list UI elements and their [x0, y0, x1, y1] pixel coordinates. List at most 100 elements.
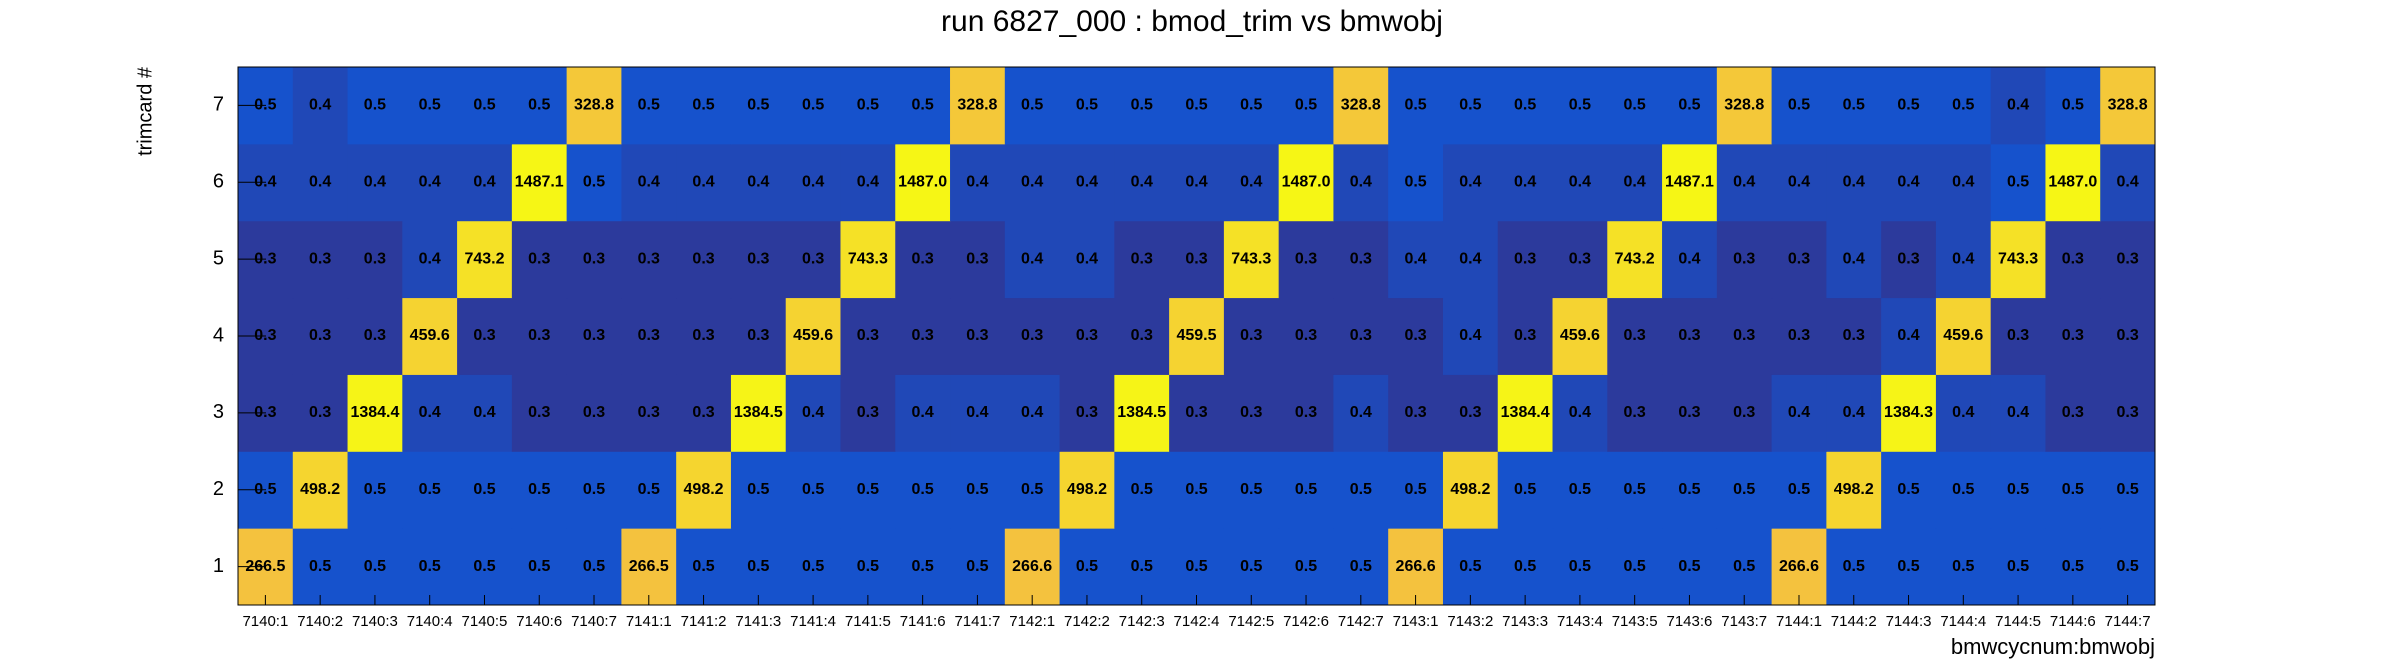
heatmap-cell	[1716, 374, 1773, 452]
cell-label: 0.4	[1952, 404, 1974, 421]
heatmap-cell	[1881, 297, 1937, 375]
heatmap-cell	[1935, 220, 1992, 299]
heatmap-cell	[1716, 220, 1773, 299]
cell-label: 0.3	[747, 250, 769, 267]
cell-label: 0.3	[1897, 250, 1919, 267]
cell-label: 0.5	[1185, 558, 1207, 575]
heatmap-cell	[730, 374, 787, 452]
cell-label: 0.4	[1897, 327, 1919, 344]
cell-label: 0.3	[309, 404, 331, 421]
heatmap-cell	[1771, 67, 1827, 145]
cell-label: 0.5	[1131, 481, 1153, 498]
cell-label: 1487.0	[1282, 174, 1331, 191]
cell-label: 0.5	[473, 558, 495, 575]
cell-label: 0.3	[857, 327, 879, 344]
cell-label: 0.4	[802, 404, 824, 421]
cell-label: 0.4	[1185, 174, 1207, 191]
cell-label: 0.5	[1514, 558, 1536, 575]
cell-label: 328.8	[574, 97, 614, 114]
cell-label: 0.3	[528, 327, 550, 344]
x-tick-label: 7140:7	[571, 613, 617, 630]
heatmap-cell	[1114, 220, 1170, 299]
cell-label: 0.5	[1240, 558, 1262, 575]
heatmap-cell	[292, 451, 349, 529]
heatmap-cell	[402, 528, 458, 606]
cell-label: 0.3	[583, 404, 605, 421]
heatmap-cell	[2100, 67, 2156, 145]
cell-label: 0.5	[1185, 97, 1207, 114]
cell-label: 0.3	[1021, 327, 1043, 344]
heatmap-cell	[347, 220, 403, 299]
x-tick-label: 7144:3	[1886, 613, 1932, 630]
heatmap-cell	[950, 220, 1006, 299]
heatmap-cell	[895, 143, 951, 222]
heatmap-cell	[1826, 297, 1882, 375]
heatmap-cell	[347, 143, 403, 222]
heatmap-cell	[1607, 297, 1663, 375]
heatmap-cell	[621, 67, 677, 145]
heatmap-cell	[1004, 143, 1061, 222]
heatmap-cell	[1114, 528, 1170, 606]
heatmap-cell	[2100, 297, 2156, 375]
heatmap-cell	[457, 220, 513, 299]
heatmap-cell	[1059, 67, 1115, 145]
cell-label: 0.3	[912, 327, 934, 344]
cell-label: 498.2	[1834, 481, 1874, 498]
cell-label: 0.3	[802, 250, 824, 267]
cell-label: 0.5	[966, 481, 988, 498]
cell-label: 0.5	[1897, 481, 1919, 498]
heatmap-cell	[1442, 528, 1499, 606]
heatmap-cell	[2100, 451, 2156, 529]
heatmap-cell	[840, 374, 896, 452]
cell-label: 0.5	[747, 481, 769, 498]
cell-label: 0.5	[638, 97, 660, 114]
cell-label: 498.2	[1067, 481, 1107, 498]
heatmap-cell	[676, 374, 732, 452]
heatmap-cell	[1990, 451, 2046, 529]
cell-label: 0.3	[747, 327, 769, 344]
x-tick-label: 7144:2	[1831, 613, 1877, 630]
x-tick-label: 7141:2	[681, 613, 727, 630]
x-tick-label: 7142:6	[1283, 613, 1329, 630]
heatmap-cell	[457, 143, 513, 222]
heatmap-cell	[1169, 143, 1225, 222]
heatmap-cell	[1662, 143, 1718, 222]
cell-label: 0.5	[1569, 481, 1591, 498]
cell-label: 0.3	[2116, 404, 2138, 421]
heatmap-cell	[457, 297, 513, 375]
x-tick-label: 7143:2	[1447, 613, 1493, 630]
x-tick-label: 7142:1	[1009, 613, 1055, 630]
cell-label: 498.2	[684, 481, 724, 498]
cell-label: 0.4	[857, 174, 879, 191]
cell-label: 0.5	[747, 97, 769, 114]
cell-label: 0.3	[912, 250, 934, 267]
heatmap-cell	[1114, 143, 1170, 222]
heatmap-cell	[1881, 451, 1937, 529]
heatmap-cell	[1662, 528, 1718, 606]
cell-label: 0.5	[857, 558, 879, 575]
cell-label: 0.5	[1624, 97, 1646, 114]
cell-label: 0.3	[1843, 327, 1865, 344]
cell-label: 0.5	[1459, 558, 1481, 575]
cell-label: 0.5	[1240, 97, 1262, 114]
cell-label: 0.5	[583, 558, 605, 575]
cell-label: 0.5	[1076, 97, 1098, 114]
x-tick-label: 7141:4	[790, 613, 836, 630]
heatmap-cell	[292, 67, 349, 145]
plot-area: 266.5 0.5 0.5 0.5 0.5 0.5 0.5 266.5 0.5 0.5 0.5 0.5…	[213, 66, 2156, 630]
heatmap-cell	[566, 143, 622, 222]
cell-label: 0.5	[802, 481, 824, 498]
cell-label: 0.5	[692, 558, 714, 575]
heatmap-cell	[895, 528, 951, 606]
heatmap-cell	[2100, 220, 2156, 299]
y-tick-label: 3	[213, 401, 224, 423]
heatmap-cell	[676, 67, 732, 145]
heatmap-cell	[1716, 451, 1773, 529]
cell-label: 0.5	[1076, 558, 1098, 575]
heatmap-cell	[1607, 67, 1663, 145]
heatmap-cell	[1990, 143, 2046, 222]
cell-label: 0.5	[1843, 97, 1865, 114]
heatmap-cell	[676, 220, 732, 299]
heatmap-cell	[1881, 528, 1937, 606]
heatmap-cell	[1607, 220, 1663, 299]
